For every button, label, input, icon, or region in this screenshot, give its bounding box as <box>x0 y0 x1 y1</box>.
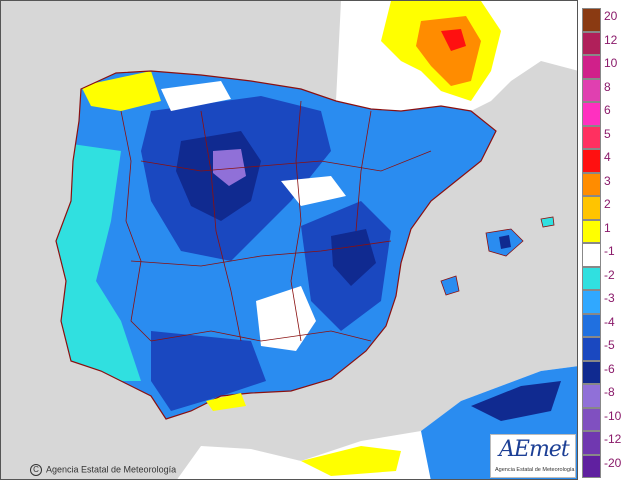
legend-label: -10 <box>604 408 622 423</box>
aemet-logo: AEmet Agencia Estatal de Meteorología <box>490 434 576 478</box>
north-white-strip <box>161 81 231 111</box>
legend-swatch <box>582 431 601 455</box>
legend-label: -20 <box>604 455 622 470</box>
legend-swatch <box>582 360 601 384</box>
legend-swatch <box>582 266 601 290</box>
legend-swatch <box>582 55 601 79</box>
legend-label: -12 <box>604 432 622 446</box>
legend-swatch <box>582 172 601 196</box>
legend-label: 20 <box>604 9 618 23</box>
regional-borders <box>120 100 432 342</box>
copyright-notice: C Agencia Estatal de Meteorología <box>30 464 176 476</box>
northwest-yellow-area <box>81 71 161 111</box>
legend-label: 1 <box>604 220 611 235</box>
legend-swatch <box>582 102 601 126</box>
southeast-white-area <box>256 286 316 351</box>
logo-mark: AEmet <box>499 437 570 462</box>
legend-label: 4 <box>604 150 611 164</box>
copyright-text: Agencia Estatal de Meteorología <box>46 464 177 475</box>
balearic-islands <box>440 216 555 296</box>
legend-swatch <box>582 313 601 337</box>
strait-yellow-patch <box>206 393 246 411</box>
north-africa-warm-strip <box>301 446 401 476</box>
legend-label: -5 <box>604 338 615 352</box>
legend-swatch <box>582 125 601 149</box>
legend-label: 10 <box>604 56 618 70</box>
legend-swatch <box>582 8 601 32</box>
legend-swatch <box>582 149 601 173</box>
logo-subtitle: Agencia Estatal de Meteorología <box>495 467 575 473</box>
legend-swatch <box>582 454 601 478</box>
north-africa-deep-core <box>471 381 561 421</box>
legend-swatch <box>582 243 601 267</box>
legend-swatch <box>582 31 601 55</box>
legend-swatch <box>582 78 601 102</box>
legend-label: -3 <box>604 291 615 305</box>
legend-label: -6 <box>604 361 615 376</box>
legend-label: 8 <box>604 79 611 94</box>
color-legend: 20 12 10 8 6 5 4 3 2 1 -1 -2 -3 -4 -5 -6 -8 -10 -12 -20 <box>582 8 628 478</box>
legend-label: 5 <box>604 126 611 141</box>
peninsula-outline <box>55 70 497 420</box>
legend-label: 12 <box>604 32 618 47</box>
legend-label: -4 <box>604 314 615 329</box>
france-hot-spot <box>441 29 466 51</box>
legend-swatch <box>582 337 601 361</box>
legend-label: -8 <box>604 385 615 399</box>
copyright-icon: C <box>30 464 42 476</box>
legend-swatch <box>582 290 601 314</box>
legend-swatch <box>582 384 601 408</box>
legend-label: -2 <box>604 267 615 282</box>
anomaly-map <box>55 1 577 479</box>
legend-swatch <box>582 219 601 243</box>
legend-label: 6 <box>604 103 611 117</box>
central-violet-spot <box>213 149 246 186</box>
east-deep-core <box>331 229 376 286</box>
legend-swatch <box>582 196 601 220</box>
france-warm-core <box>416 16 481 86</box>
legend-label: -1 <box>604 244 615 258</box>
ebro-white-patch <box>281 176 346 206</box>
map-frame <box>0 0 578 480</box>
legend-label: 3 <box>604 173 611 188</box>
southwest-dark-band <box>151 331 266 411</box>
legend-label: 2 <box>604 197 611 211</box>
legend-swatch <box>582 407 601 431</box>
